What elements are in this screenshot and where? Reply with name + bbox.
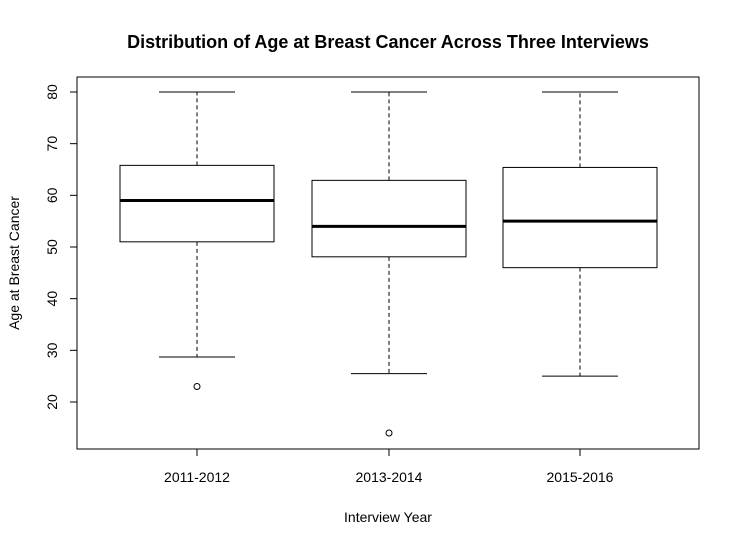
x-tick-label: 2013-2014	[356, 469, 423, 485]
iqr-box	[502, 166, 658, 269]
iqr-box	[119, 164, 275, 243]
y-tick-label: 80	[44, 84, 60, 100]
box-2015-2016	[502, 91, 658, 377]
y-axis-label: Age at Breast Cancer	[6, 196, 22, 330]
y-tick-label: 40	[44, 291, 60, 307]
x-axis-label: Interview Year	[344, 509, 432, 525]
x-axis-ticks: 2011-2012 2013-2014 2015-2016	[164, 449, 614, 485]
outlier-point	[193, 383, 201, 390]
box-2011-2012	[119, 91, 275, 390]
boxes-group	[119, 91, 658, 437]
outlier-point	[385, 429, 393, 437]
y-tick-label: 50	[44, 239, 60, 255]
x-tick-label: 2011-2012	[164, 469, 230, 485]
x-tick-label: 2015-2016	[547, 469, 614, 485]
y-tick-label: 70	[44, 136, 60, 152]
y-tick-label: 60	[44, 187, 60, 203]
box-2013-2014	[311, 91, 467, 437]
y-axis-ticks: 20 30 40 50 60 70 80	[44, 84, 77, 410]
iqr-box	[311, 179, 467, 258]
y-tick-label: 30	[44, 342, 60, 358]
y-tick-label: 20	[44, 394, 60, 410]
chart-title: Distribution of Age at Breast Cancer Acr…	[127, 32, 649, 52]
